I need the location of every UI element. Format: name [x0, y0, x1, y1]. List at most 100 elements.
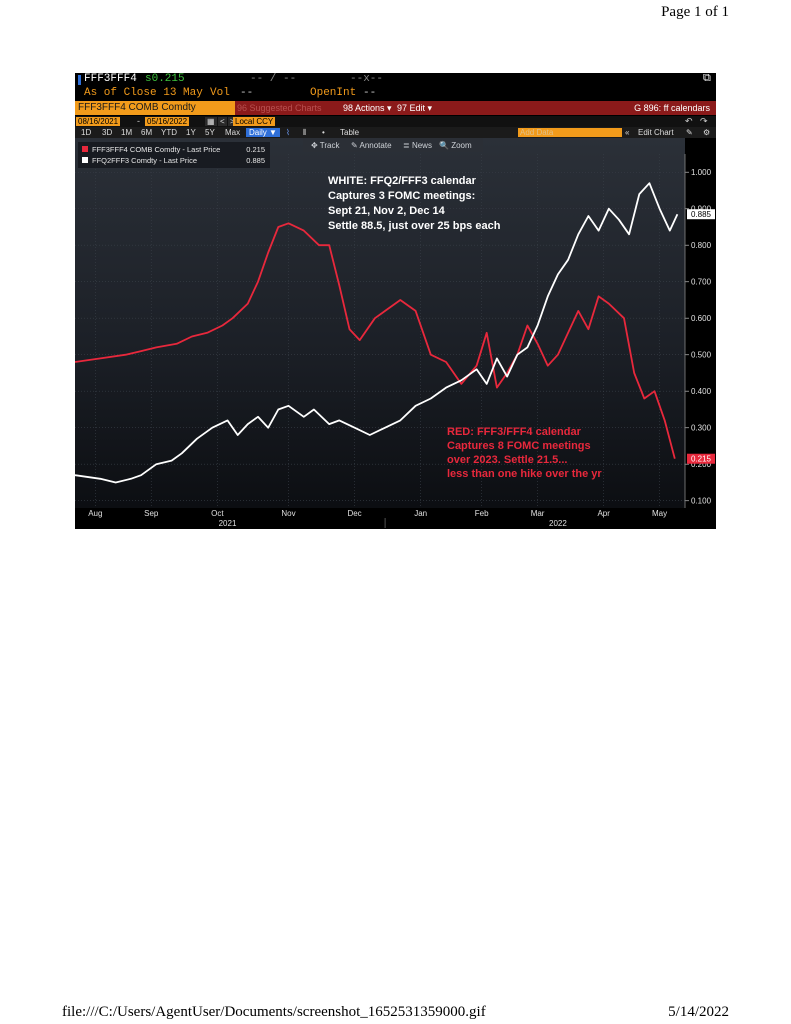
x-tick-label: Nov: [281, 509, 295, 518]
y-tick-label: 0.300: [691, 424, 712, 433]
y-tick-label: 0.800: [691, 241, 712, 250]
vol-label: Vol: [210, 87, 230, 99]
redo-icon[interactable]: ↷: [700, 116, 708, 126]
table-button[interactable]: Table: [340, 128, 360, 137]
line-chart-icon[interactable]: ⌇: [286, 128, 290, 137]
gear-icon[interactable]: ⚙: [703, 128, 711, 137]
red-note-line-3: over 2023. Settle 21.5...: [447, 454, 567, 466]
x-tick-label: Aug: [88, 509, 102, 518]
red-last-tag: [687, 453, 715, 464]
bid-ask: -- / --: [250, 73, 297, 85]
plot-background: [75, 138, 685, 508]
undo-icon[interactable]: ↶: [685, 116, 693, 126]
range-1d[interactable]: 1D: [81, 128, 92, 137]
range-5y[interactable]: 5Y: [205, 128, 215, 137]
expand-icon[interactable]: ⧉: [703, 73, 711, 85]
range-row: 1D 3D 1M 6M YTD 1Y 5Y Max Daily ▼ ⌇ ⫴ • …: [75, 127, 716, 138]
x-tick-label: Sep: [144, 509, 159, 518]
white-note-line-4: Settle 88.5, just over 25 bps each: [328, 220, 501, 232]
close-line: As of Close 13 May: [84, 87, 203, 99]
red-note-line-1: RED: FFF3/FFF4 calendar: [447, 426, 582, 438]
legend-red-swatch: [82, 146, 88, 152]
legend-white-label: FFQ2FFF3 Comdty - Last Price: [92, 156, 197, 165]
white-note-line-1: WHITE: FFQ2/FFF3 calendar: [328, 175, 477, 187]
red-annotation: RED: FFF3/FFF4 calendar Captures 8 FOMC …: [447, 426, 602, 480]
legend-red-label: FFF3FFF4 COMB Comdty - Last Price: [92, 145, 220, 154]
tool-track[interactable]: ✥ Track: [311, 141, 340, 150]
openint-label: OpenInt: [310, 87, 357, 99]
security-name: FFF3FFF4 COMB Comdty: [78, 102, 196, 113]
page-header: Page 1 of 1: [661, 4, 729, 20]
calendar-icon[interactable]: ▦: [205, 117, 217, 126]
ticker: FFF3FFF4: [84, 73, 137, 85]
red-last-label: 0.215: [691, 455, 712, 464]
white-last-tag: [687, 209, 715, 220]
range-max[interactable]: Max: [225, 128, 241, 137]
security-row: FFF3FFF4 COMB Comdty 96 Suggested Charts…: [75, 101, 716, 115]
change: --x--: [350, 73, 384, 85]
next-icon[interactable]: >: [228, 117, 237, 126]
bar-chart-icon[interactable]: ⫴: [303, 128, 307, 137]
last-price: s0.215: [145, 73, 185, 85]
x-tick-label: Apr: [597, 509, 610, 518]
chart-area: 1.0000.9000.8000.7000.6000.5000.4000.300…: [75, 138, 716, 529]
x-tick-label: May: [652, 509, 667, 518]
security-box[interactable]: FFF3FFF4 COMB Comdty: [75, 101, 235, 115]
frequency-select[interactable]: Daily ▼: [246, 128, 280, 137]
tool-annotate[interactable]: ✎ Annotate: [351, 141, 392, 150]
x-tick-label: Feb: [475, 509, 489, 518]
x-tick-label: Dec: [347, 509, 361, 518]
series-white-line: [75, 182, 679, 484]
ticker-row: FFF3FFF4 s0.215 -- / -- --x-- ⧉: [75, 73, 716, 87]
edit-button[interactable]: 97 Edit ▾: [397, 103, 433, 113]
range-1y[interactable]: 1Y: [186, 128, 196, 137]
white-annotation: WHITE: FFQ2/FFF3 calendar Captures 3 FOM…: [328, 175, 501, 232]
edit-chart-label: Edit Chart: [638, 128, 674, 137]
legend-white-value: 0.885: [246, 156, 265, 165]
x-year-label: 2022: [549, 519, 567, 528]
date-separator: -: [137, 116, 140, 126]
y-tick-label: 0.100: [691, 497, 712, 506]
x-tick-label: Oct: [211, 509, 224, 518]
x-tick-label: Mar: [531, 509, 545, 518]
range-6m[interactable]: 6M: [141, 128, 153, 137]
edit-chart-button[interactable]: Edit Chart: [638, 128, 674, 137]
more-icon[interactable]: •: [322, 128, 325, 137]
white-note-line-3: Sept 21, Nov 2, Dec 14: [328, 205, 446, 217]
x-axis-band: [75, 508, 716, 529]
tool-zoom[interactable]: 🔍 Zoom: [439, 140, 472, 150]
add-data-input[interactable]: Add Data: [518, 128, 622, 137]
footer-path: file:///C:/Users/AgentUser/Documents/scr…: [62, 1004, 486, 1020]
close-row: As of Close 13 May Vol -- OpenInt --: [75, 87, 716, 101]
vol-value: --: [240, 87, 254, 99]
date-row: 08/16/2021 - 05/16/2022 ▦ < > Local CCY …: [75, 116, 716, 127]
white-last-label: 0.885: [691, 210, 712, 219]
range-ytd[interactable]: YTD: [161, 128, 177, 137]
start-date-input[interactable]: 08/16/2021: [76, 117, 121, 126]
chart-toolbar: [303, 138, 483, 152]
x-tick-label: Jan: [414, 509, 427, 518]
end-date-input[interactable]: 05/16/2022: [145, 117, 190, 126]
red-note-line-2: Captures 8 FOMC meetings: [447, 440, 591, 452]
suggested-charts-button[interactable]: 96 Suggested Charts: [237, 103, 322, 113]
prev-icon[interactable]: <: [218, 117, 227, 126]
y-tick-label: 0.200: [691, 460, 712, 469]
legend-white-swatch: [82, 157, 88, 163]
range-3d[interactable]: 3D: [102, 128, 113, 137]
legend-red-value: 0.215: [246, 145, 265, 154]
collapse-icon[interactable]: «: [625, 128, 630, 137]
actions-button[interactable]: 98 Actions ▾: [343, 103, 392, 113]
range-1m[interactable]: 1M: [121, 128, 133, 137]
series-red-line: [75, 222, 676, 459]
currency-select[interactable]: Local CCY: [233, 117, 276, 126]
footer-date: 5/14/2022: [668, 1004, 729, 1020]
y-tick-label: 0.500: [691, 351, 712, 360]
x-year-label: 2021: [219, 519, 237, 528]
openint-value: --: [363, 87, 377, 99]
y-tick-label: 0.400: [691, 387, 712, 396]
pencil-icon[interactable]: ✎: [686, 128, 693, 137]
tool-news[interactable]: ≣ News: [403, 141, 432, 150]
legend: FFF3FFF4 COMB Comdty - Last Price 0.215 …: [78, 142, 270, 168]
y-tick-label: 1.000: [691, 168, 712, 177]
y-tick-label: 0.600: [691, 314, 712, 323]
